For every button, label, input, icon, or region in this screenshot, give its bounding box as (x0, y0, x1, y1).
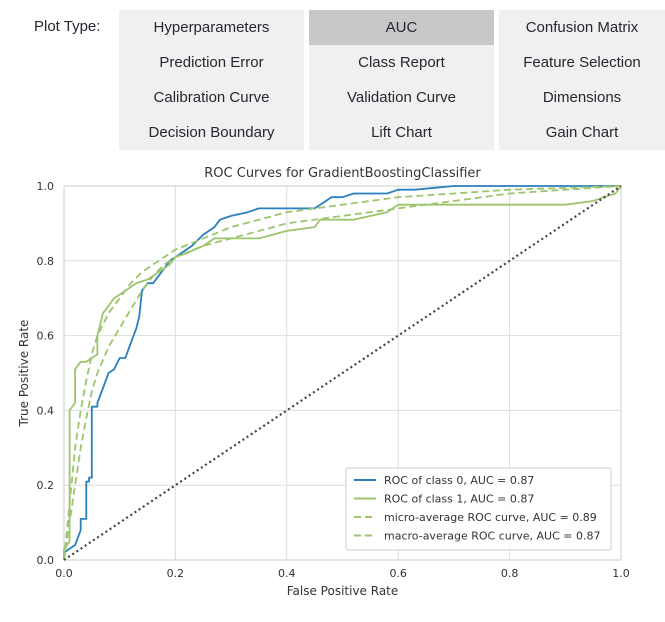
y-axis-label: True Positive Rate (17, 320, 31, 428)
y-tick-label: 1.0 (37, 180, 55, 193)
x-tick-label: 1.0 (612, 567, 630, 580)
x-tick-label: 0.6 (389, 567, 407, 580)
plot-type-label: Plot Type: (34, 18, 101, 35)
roc-series-line-1 (63, 185, 622, 560)
x-tick-label: 0.2 (167, 567, 185, 580)
x-tick-label: 0.4 (278, 567, 296, 580)
plot-frame (63, 185, 622, 561)
plot-type-dimensions-button[interactable]: Dimensions (499, 80, 665, 115)
plot-type-auc-button[interactable]: AUC (309, 10, 494, 45)
chance-diagonal-line (63, 185, 622, 561)
plot-type-prediction-error-button[interactable]: Prediction Error (119, 45, 304, 80)
roc-chart: 0.0 0.2 0.4 0.6 0.8 1.0 0.0 0.2 0.4 0.6 0.8 1.0 ROC… (17, 166, 630, 598)
legend-label: macro-average ROC curve, AUC = 0.87 (384, 530, 600, 543)
plot-type-gain-chart-button[interactable]: Gain Chart (499, 115, 665, 150)
legend-label: micro-average ROC curve, AUC = 0.89 (384, 511, 597, 524)
y-tick-label: 0.0 (37, 554, 55, 567)
plot-type-calibration-curve-button[interactable]: Calibration Curve (119, 80, 304, 115)
y-tick-label: 0.8 (37, 255, 55, 268)
plot-type-feature-selection-button[interactable]: Feature Selection (499, 45, 665, 80)
x-tick-label: 0.0 (55, 567, 73, 580)
plot-type-decision-boundary-button[interactable]: Decision Boundary (119, 115, 304, 150)
y-tick-label: 0.4 (37, 404, 55, 417)
x-tick-label: 0.8 (501, 567, 519, 580)
plot-type-class-report-button[interactable]: Class Report (309, 45, 494, 80)
plot-type-lift-chart-button[interactable]: Lift Chart (309, 115, 494, 150)
legend: ROC of class 0, AUC = 0.87 ROC of class 1… (345, 467, 612, 551)
roc-series-line-3 (63, 185, 622, 561)
roc-chart-container: 0.0 0.2 0.4 0.6 0.8 1.0 0.0 0.2 0.4 0.6 0.8 1.0 ROC… (0, 158, 665, 617)
legend-label: ROC of class 1, AUC = 0.87 (384, 493, 534, 506)
legend-box (345, 467, 612, 551)
chart-title: ROC Curves for GradientBoostingClassifie… (204, 166, 481, 181)
series (63, 185, 622, 561)
ticks: 0.0 0.2 0.4 0.6 0.8 1.0 0.0 0.2 0.4 0.6 0.8 1.0 (37, 180, 630, 580)
plot-type-validation-curve-button[interactable]: Validation Curve (309, 80, 494, 115)
plot-type-confusion-matrix-button[interactable]: Confusion Matrix (499, 10, 665, 45)
legend-label: ROC of class 0, AUC = 0.87 (384, 474, 534, 487)
plot-type-hyperparameters-button[interactable]: Hyperparameters (119, 10, 304, 45)
plot-type-selector: Hyperparameters AUC Confusion Matrix Pre… (119, 10, 665, 150)
y-tick-label: 0.2 (37, 479, 55, 492)
x-axis-label: False Positive Rate (287, 584, 399, 598)
y-tick-label: 0.6 (37, 330, 55, 343)
roc-series-line-2 (63, 185, 622, 561)
